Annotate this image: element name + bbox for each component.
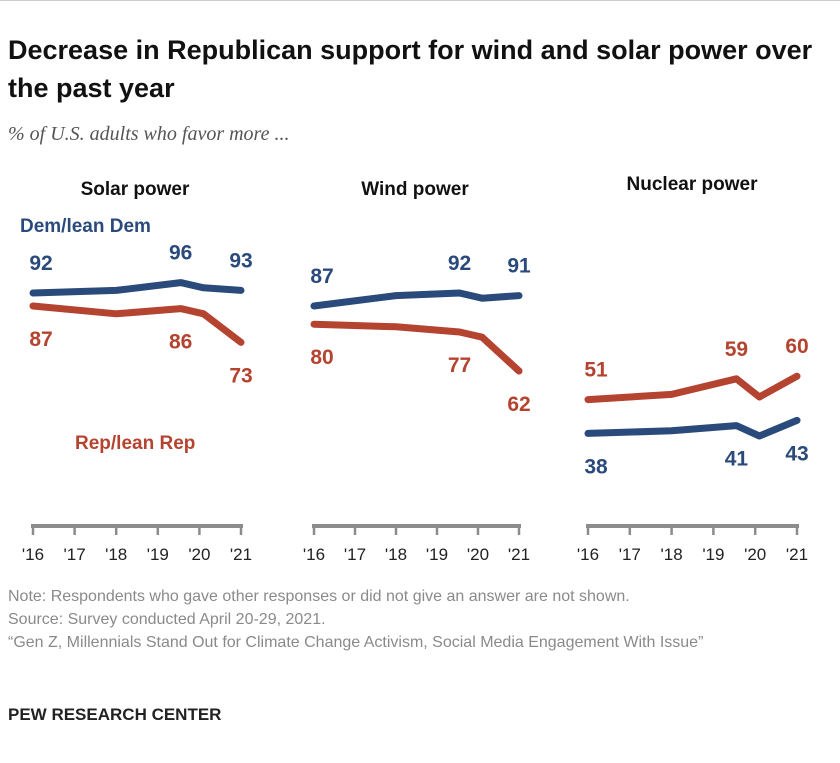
notes: Note: Respondents who gave other respons…	[8, 585, 828, 654]
x-tick-label: '18	[385, 545, 407, 564]
rep-line	[584, 372, 801, 404]
data-label: 87	[310, 265, 333, 288]
data-label: 92	[29, 252, 52, 275]
source-text: Source: Survey conducted April 20-29, 20…	[8, 611, 326, 628]
data-label: 59	[725, 338, 748, 361]
data-label: 87	[29, 328, 52, 351]
note-text: Note: Respondents who gave other respons…	[8, 588, 630, 605]
dem-line	[310, 289, 523, 310]
data-label: 92	[448, 252, 471, 275]
data-label: 86	[169, 331, 192, 354]
panel-title: Wind power	[361, 179, 469, 200]
x-tick-label: '20	[467, 545, 489, 564]
data-label: 96	[169, 242, 192, 265]
x-tick-label: '21	[786, 545, 808, 564]
legend-rep: Rep/lean Rep	[75, 433, 195, 454]
panel-title: Solar power	[81, 179, 190, 200]
data-label: 77	[448, 354, 471, 377]
data-label: 51	[584, 359, 608, 382]
dem-line	[29, 279, 245, 297]
data-label: 93	[229, 249, 252, 272]
x-tick-label: '17	[619, 545, 641, 564]
x-tick-label: '17	[344, 545, 366, 564]
data-label: 43	[785, 442, 808, 465]
x-tick-label: '18	[105, 545, 127, 564]
x-tick-label: '19	[426, 545, 448, 564]
data-label: 38	[584, 455, 608, 478]
data-label: 62	[507, 393, 530, 416]
x-tick-label: '16	[22, 545, 44, 564]
chart-title: Decrease in Republican support for wind …	[8, 35, 813, 103]
x-tick-label: '21	[508, 545, 530, 564]
dem-line	[584, 416, 801, 440]
x-tick-label: '21	[230, 545, 252, 564]
data-label: 41	[725, 448, 749, 471]
x-tick-label: '17	[64, 545, 86, 564]
chart-subtitle: % of U.S. adults who favor more ...	[8, 123, 290, 145]
data-label: 80	[310, 346, 333, 369]
x-tick-label: '20	[188, 545, 210, 564]
data-label: 60	[785, 335, 808, 358]
legend-dem: Dem/lean Dem	[20, 216, 151, 237]
brand-logo: PEW RESEARCH CENTER	[8, 705, 222, 724]
rep-line	[310, 320, 523, 375]
report-title: “Gen Z, Millennials Stand Out for Climat…	[8, 634, 704, 651]
data-label: 73	[229, 364, 252, 387]
x-tick-label: '16	[303, 545, 325, 564]
data-label: 91	[507, 255, 531, 278]
x-tick-label: '20	[744, 545, 766, 564]
x-tick-label: '19	[702, 545, 724, 564]
panel-title: Nuclear power	[627, 174, 759, 195]
x-tick-label: '19	[147, 545, 169, 564]
x-tick-label: '18	[661, 545, 683, 564]
x-tick-label: '16	[577, 545, 599, 564]
rep-line	[29, 302, 245, 346]
